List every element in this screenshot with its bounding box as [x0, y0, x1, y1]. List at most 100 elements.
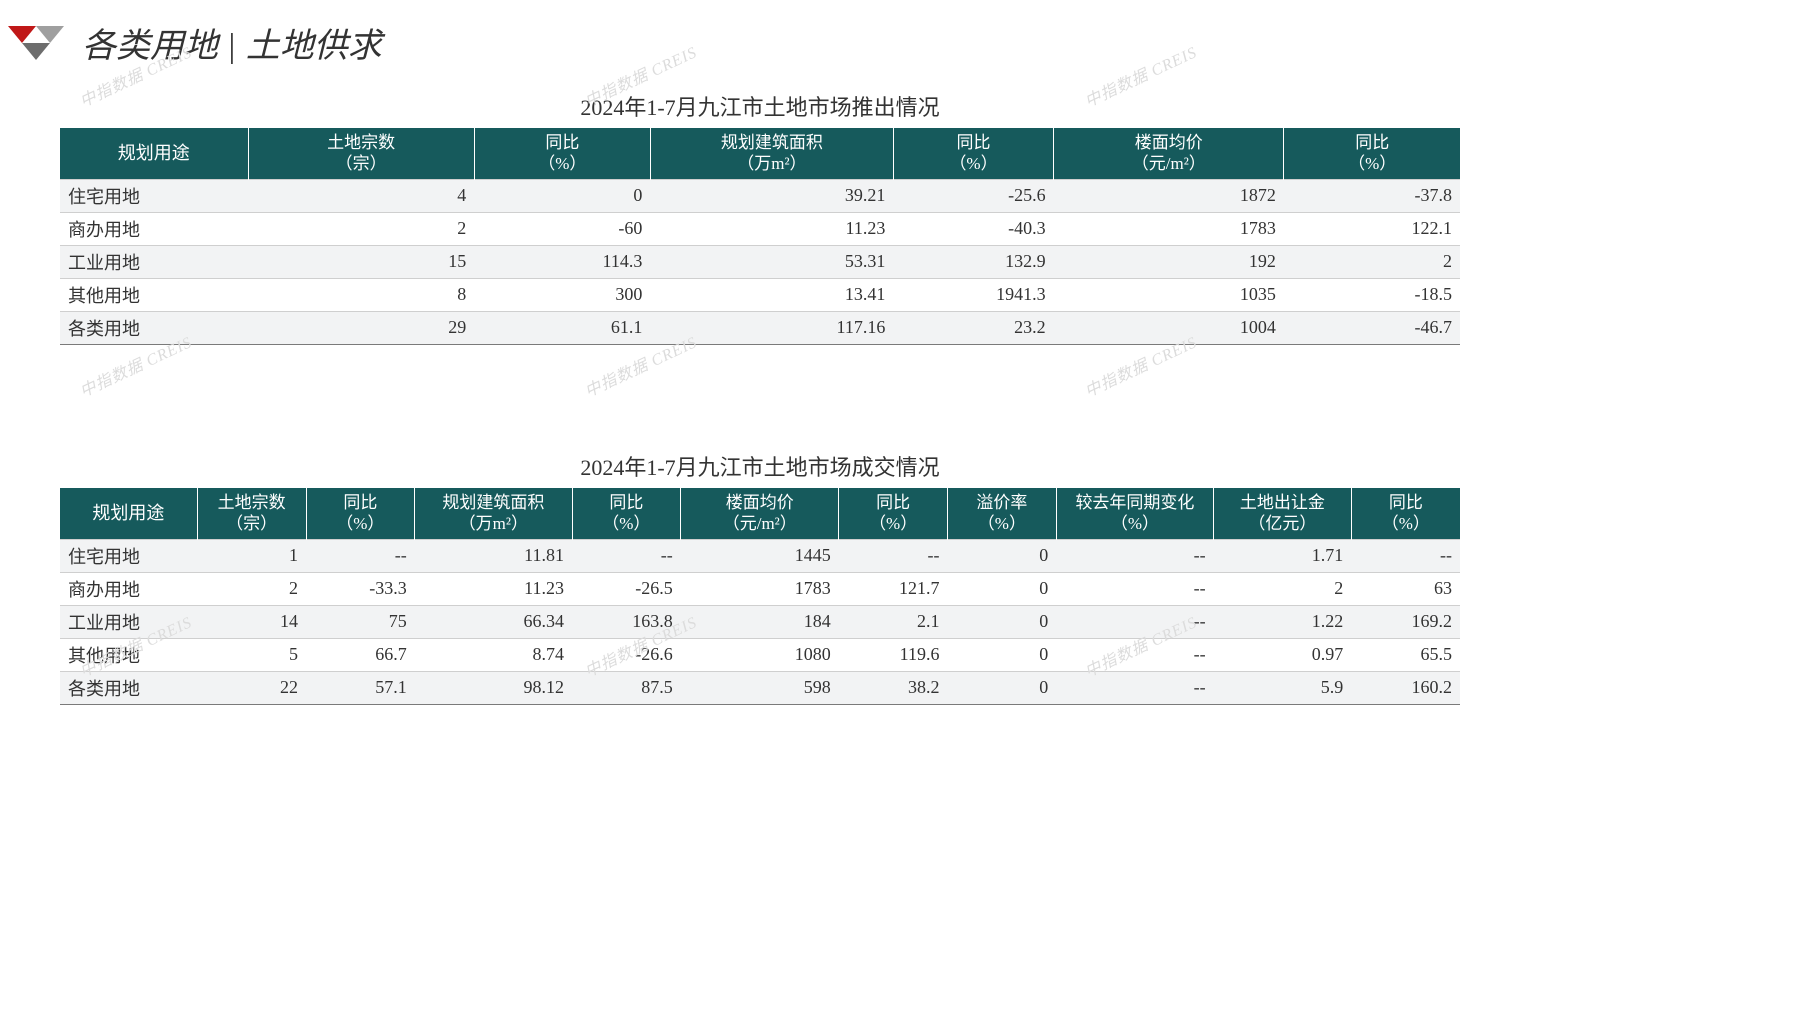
row-label: 工业用地	[60, 245, 248, 278]
row-label: 商办用地	[60, 572, 197, 605]
cell-value: 5.9	[1214, 671, 1352, 704]
cell-value: 1.71	[1214, 539, 1352, 572]
cell-value: 2	[197, 572, 306, 605]
cell-value: 1080	[681, 638, 839, 671]
cell-value: 8.74	[415, 638, 572, 671]
cell-value: 598	[681, 671, 839, 704]
cell-value: 1445	[681, 539, 839, 572]
cell-value: 11.23	[415, 572, 572, 605]
cell-value: 160.2	[1351, 671, 1460, 704]
cell-value: --	[1056, 539, 1213, 572]
column-header: 同比（%）	[893, 128, 1053, 179]
cell-value: 0	[948, 572, 1057, 605]
cell-value: --	[306, 539, 415, 572]
table-row: 其他用地566.78.74-26.61080119.60--0.9765.5	[60, 638, 1460, 671]
table-row: 住宅用地1--11.81--1445--0--1.71--	[60, 539, 1460, 572]
cell-value: 15	[248, 245, 474, 278]
cell-value: 2	[1214, 572, 1352, 605]
cell-value: -60	[474, 212, 650, 245]
cell-value: -46.7	[1284, 311, 1460, 344]
row-label: 各类用地	[60, 671, 197, 704]
cell-value: 61.1	[474, 311, 650, 344]
cell-value: --	[839, 539, 948, 572]
cell-value: 87.5	[572, 671, 681, 704]
column-header: 同比（%）	[306, 488, 415, 539]
column-header: 溢价率（%）	[948, 488, 1057, 539]
row-label: 住宅用地	[60, 539, 197, 572]
section-launch: 2024年1-7月九江市土地市场推出情况 规划用途土地宗数（宗）同比（%）规划建…	[60, 90, 1460, 345]
row-label: 住宅用地	[60, 179, 248, 212]
cell-value: 0.97	[1214, 638, 1352, 671]
cell-value: --	[1056, 572, 1213, 605]
cell-value: -33.3	[306, 572, 415, 605]
title-separator: |	[229, 28, 236, 65]
cell-value: --	[1056, 671, 1213, 704]
table-row: 其他用地830013.411941.31035-18.5	[60, 278, 1460, 311]
page-title-bar: 各类用地 | 土地供求	[8, 18, 382, 67]
cell-value: 0	[948, 605, 1057, 638]
cell-value: 117.16	[650, 311, 893, 344]
title-right: 土地供求	[246, 28, 382, 65]
cell-value: 5	[197, 638, 306, 671]
cell-value: 121.7	[839, 572, 948, 605]
column-header: 同比（%）	[572, 488, 681, 539]
cell-value: 29	[248, 311, 474, 344]
cell-value: 0	[948, 638, 1057, 671]
cell-value: 75	[306, 605, 415, 638]
cell-value: --	[1056, 605, 1213, 638]
cell-value: --	[572, 539, 681, 572]
cell-value: 163.8	[572, 605, 681, 638]
table-row: 工业用地147566.34163.81842.10--1.22169.2	[60, 605, 1460, 638]
table-row: 各类用地2257.198.1287.559838.20--5.9160.2	[60, 671, 1460, 704]
cell-value: 1783	[681, 572, 839, 605]
table-row: 住宅用地4039.21-25.61872-37.8	[60, 179, 1460, 212]
column-header: 规划用途	[60, 488, 197, 539]
cell-value: 53.31	[650, 245, 893, 278]
table-transaction: 规划用途土地宗数（宗）同比（%）规划建筑面积（万m²）同比（%）楼面均价（元/m…	[60, 488, 1460, 705]
cell-value: 22	[197, 671, 306, 704]
cell-value: 1941.3	[893, 278, 1053, 311]
cell-value: 11.81	[415, 539, 572, 572]
cell-value: 2.1	[839, 605, 948, 638]
column-header: 同比（%）	[1284, 128, 1460, 179]
cell-value: 57.1	[306, 671, 415, 704]
column-header: 较去年同期变化（%）	[1056, 488, 1213, 539]
column-header: 同比（%）	[1351, 488, 1460, 539]
cell-value: 122.1	[1284, 212, 1460, 245]
cell-value: -26.6	[572, 638, 681, 671]
cell-value: 66.34	[415, 605, 572, 638]
cell-value: 132.9	[893, 245, 1053, 278]
cell-value: -18.5	[1284, 278, 1460, 311]
column-header: 规划建筑面积（万m²）	[650, 128, 893, 179]
cell-value: 66.7	[306, 638, 415, 671]
row-label: 其他用地	[60, 638, 197, 671]
column-header: 土地宗数（宗）	[197, 488, 306, 539]
column-header: 规划建筑面积（万m²）	[415, 488, 572, 539]
column-header: 同比（%）	[839, 488, 948, 539]
table1-header-row: 规划用途土地宗数（宗）同比（%）规划建筑面积（万m²）同比（%）楼面均价（元/m…	[60, 128, 1460, 179]
cell-value: -25.6	[893, 179, 1053, 212]
row-label: 工业用地	[60, 605, 197, 638]
cell-value: --	[1056, 638, 1213, 671]
table-row: 商办用地2-6011.23-40.31783122.1	[60, 212, 1460, 245]
cell-value: 14	[197, 605, 306, 638]
cell-value: 39.21	[650, 179, 893, 212]
row-label: 其他用地	[60, 278, 248, 311]
cell-value: 1783	[1054, 212, 1284, 245]
cell-value: 0	[948, 539, 1057, 572]
title-left: 各类用地	[82, 28, 218, 65]
table-row: 各类用地2961.1117.1623.21004-46.7	[60, 311, 1460, 344]
cell-value: -40.3	[893, 212, 1053, 245]
cell-value: -26.5	[572, 572, 681, 605]
table1-title: 2024年1-7月九江市土地市场推出情况	[60, 90, 1460, 122]
cell-value: 0	[474, 179, 650, 212]
cell-value: 1004	[1054, 311, 1284, 344]
cell-value: 65.5	[1351, 638, 1460, 671]
table-row: 商办用地2-33.311.23-26.51783121.70--263	[60, 572, 1460, 605]
cell-value: 8	[248, 278, 474, 311]
cell-value: 1035	[1054, 278, 1284, 311]
column-header: 同比（%）	[474, 128, 650, 179]
cell-value: 184	[681, 605, 839, 638]
cell-value: 114.3	[474, 245, 650, 278]
cell-value: 2	[1284, 245, 1460, 278]
